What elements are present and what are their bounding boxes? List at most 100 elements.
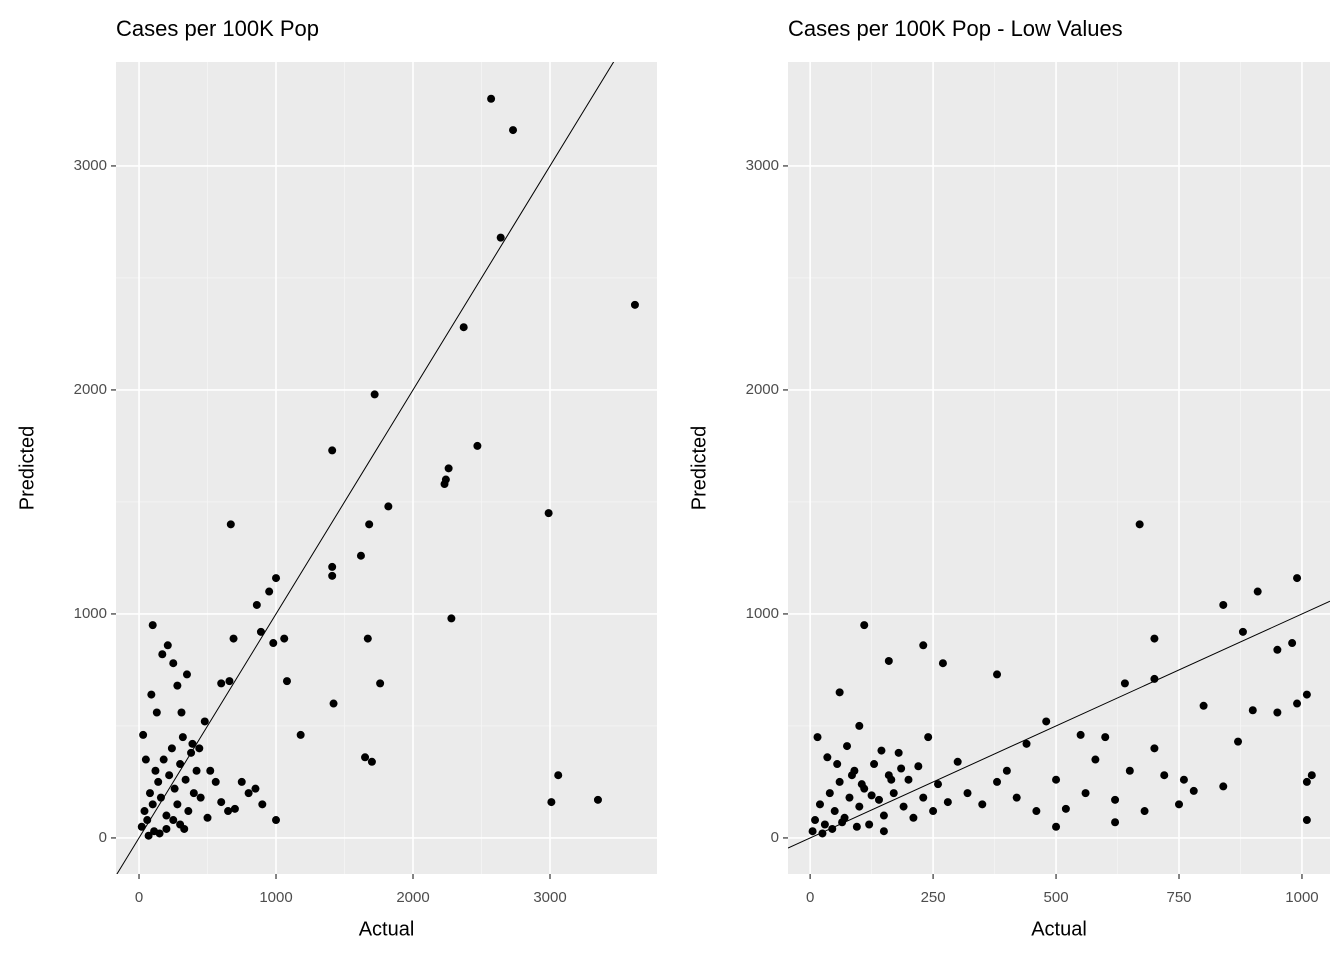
point	[272, 574, 281, 583]
point	[887, 775, 896, 784]
point	[509, 126, 518, 135]
point	[328, 446, 337, 455]
point	[843, 742, 852, 751]
point	[1022, 739, 1031, 748]
point	[280, 634, 289, 643]
point	[141, 755, 150, 764]
point	[544, 509, 553, 518]
point	[815, 800, 824, 809]
point	[229, 634, 238, 643]
point	[904, 775, 913, 784]
point	[487, 94, 496, 103]
point	[265, 587, 274, 596]
point	[857, 780, 866, 789]
point	[1234, 737, 1243, 746]
y-tick-label: 3000	[746, 157, 779, 174]
point	[167, 744, 176, 753]
x-tick-label: 250	[921, 889, 946, 906]
point	[154, 777, 163, 786]
point	[1101, 733, 1110, 742]
point	[811, 816, 820, 825]
point	[137, 822, 146, 831]
point	[835, 777, 844, 786]
point	[162, 811, 171, 820]
point	[188, 739, 197, 748]
point	[852, 822, 861, 831]
point	[919, 641, 928, 650]
point	[1091, 755, 1100, 764]
point	[282, 677, 291, 686]
point	[1307, 771, 1316, 780]
point	[860, 621, 869, 630]
point	[1302, 816, 1311, 825]
point	[993, 670, 1002, 679]
point	[1160, 771, 1169, 780]
point	[835, 688, 844, 697]
point	[934, 780, 943, 789]
point	[899, 802, 908, 811]
point	[963, 789, 972, 798]
y-tick-label: 3000	[74, 157, 107, 174]
point	[147, 690, 156, 699]
point	[897, 764, 906, 773]
point	[459, 323, 468, 332]
point	[929, 807, 938, 816]
point	[870, 760, 879, 769]
point	[884, 656, 893, 665]
point	[919, 793, 928, 802]
point	[1140, 807, 1149, 816]
point	[237, 777, 246, 786]
x-tick-label: 0	[806, 889, 814, 906]
point	[845, 793, 854, 802]
point	[867, 791, 876, 800]
point	[162, 824, 171, 833]
point	[256, 627, 265, 636]
point	[938, 659, 947, 668]
point	[184, 807, 193, 816]
point	[847, 771, 856, 780]
point	[1111, 795, 1120, 804]
point	[813, 733, 822, 742]
point	[825, 789, 834, 798]
point	[1219, 782, 1228, 791]
point	[329, 699, 338, 708]
point	[170, 784, 179, 793]
point	[151, 766, 160, 775]
point	[953, 757, 962, 766]
point	[173, 681, 182, 690]
point	[855, 721, 864, 730]
x-tick-label: 3000	[533, 889, 566, 906]
y-tick-label: 2000	[74, 381, 107, 398]
point	[173, 800, 182, 809]
chart-title: Cases per 100K Pop	[116, 16, 319, 41]
point	[1293, 574, 1302, 583]
y-tick-label: 2000	[746, 381, 779, 398]
reference-line	[116, 62, 615, 874]
point	[593, 795, 602, 804]
point	[176, 760, 185, 769]
point	[879, 827, 888, 836]
point	[1302, 690, 1311, 699]
point	[272, 816, 281, 825]
point	[269, 639, 278, 648]
point	[1135, 520, 1144, 529]
point	[1293, 699, 1302, 708]
point	[823, 753, 832, 762]
point	[158, 650, 167, 659]
plot-marks	[788, 520, 1330, 849]
point	[140, 807, 149, 816]
point	[1120, 679, 1129, 688]
point	[889, 789, 898, 798]
point	[1081, 789, 1090, 798]
point	[1111, 818, 1120, 827]
point	[139, 730, 148, 739]
point	[258, 800, 267, 809]
point	[1248, 706, 1257, 715]
point	[203, 813, 212, 822]
point	[211, 777, 220, 786]
point	[169, 659, 178, 668]
y-tick-label: 1000	[74, 605, 107, 622]
point	[1076, 730, 1085, 739]
point	[328, 571, 337, 580]
point	[361, 753, 370, 762]
